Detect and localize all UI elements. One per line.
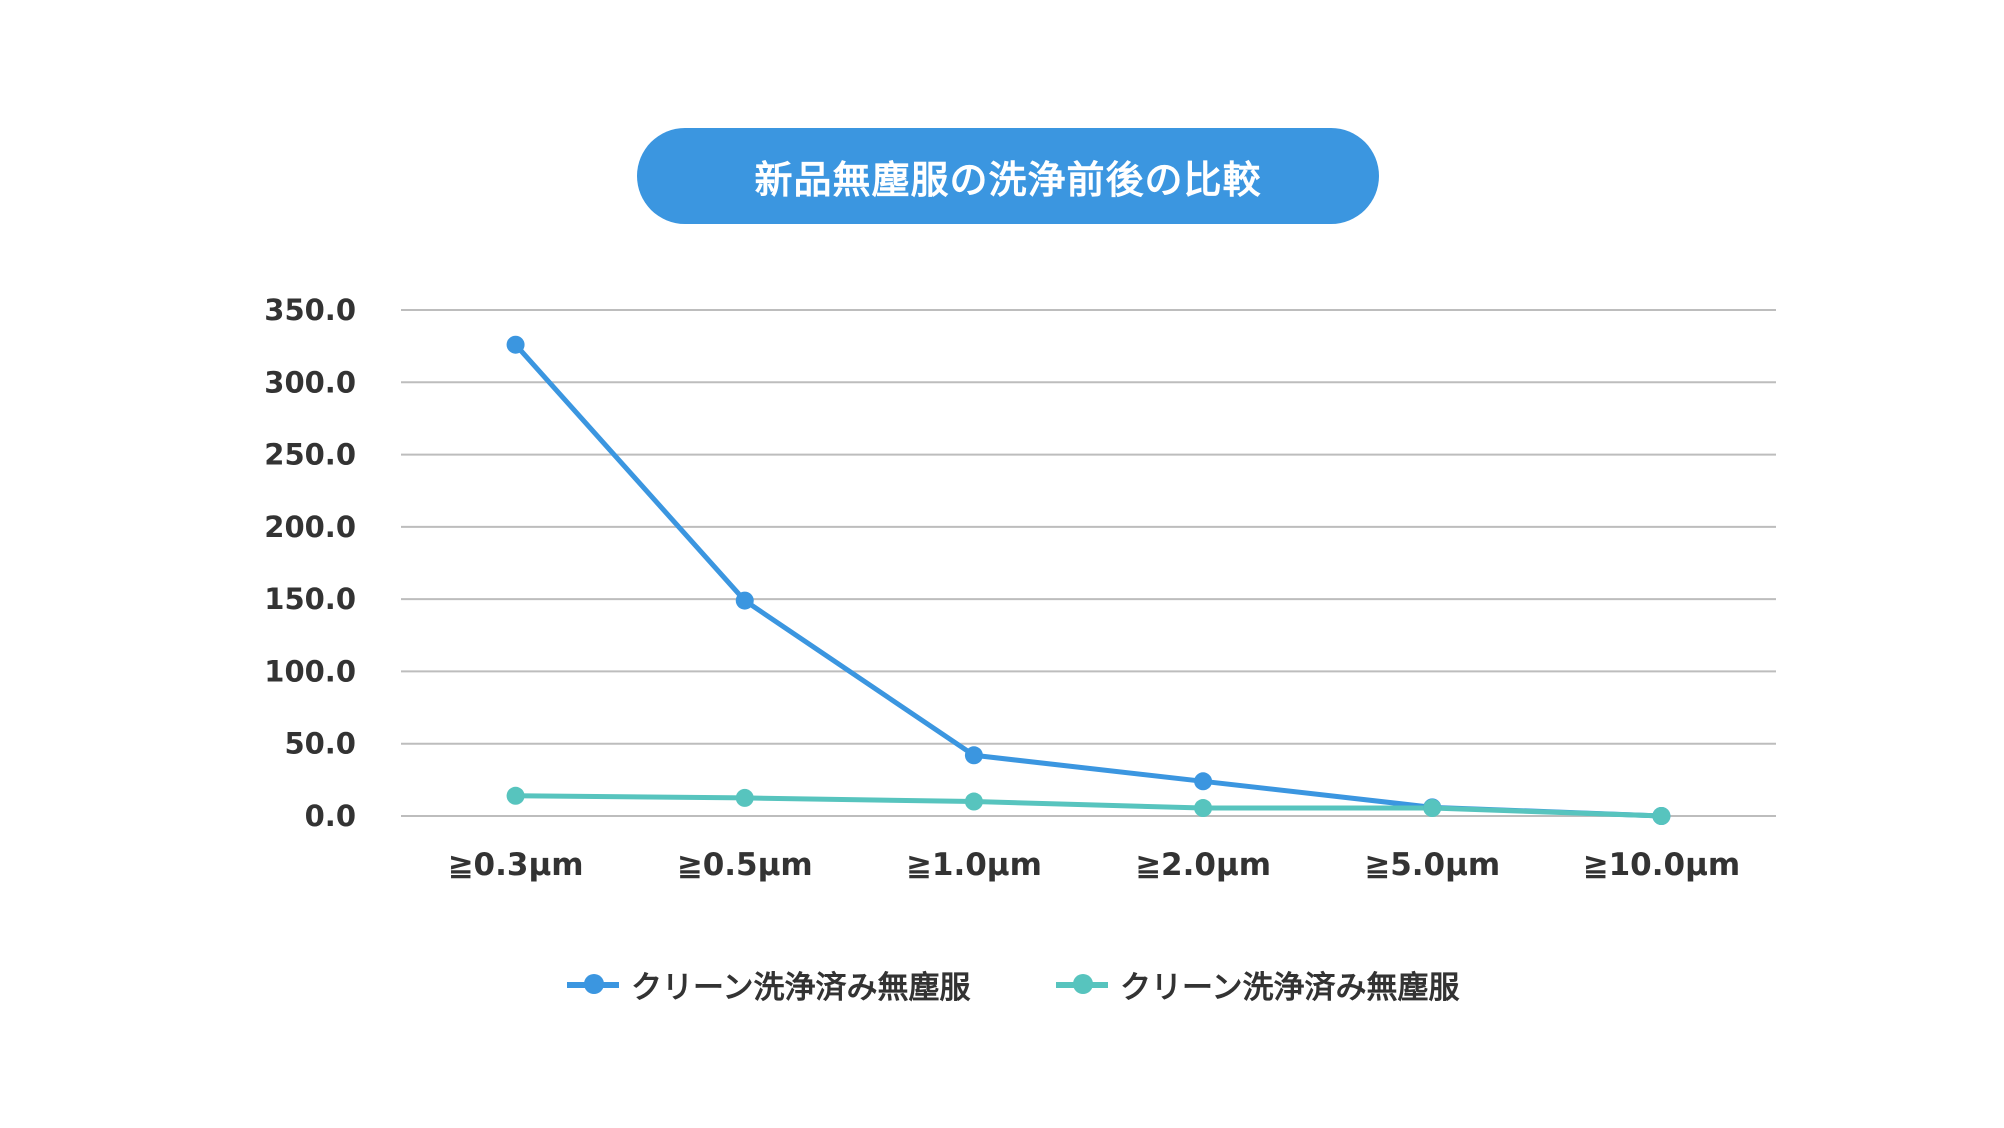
chart-title: 新品無塵服の洗浄前後の比較 xyxy=(637,128,1379,224)
data-point-series-2 xyxy=(964,792,983,811)
data-point-series-2 xyxy=(735,788,754,807)
y-tick-label: 300.0 xyxy=(264,365,356,399)
legend-item-series-2: クリーン洗浄済み無塵服 xyxy=(1056,962,1459,1007)
legend-label: クリーン洗浄済み無塵服 xyxy=(631,970,971,1006)
legend-marker-icon xyxy=(1056,973,1108,994)
x-tick-label: ≧0.5µm xyxy=(677,847,813,883)
y-tick-label: 0.0 xyxy=(305,799,356,833)
data-point-series-1 xyxy=(735,591,754,610)
data-point-series-2 xyxy=(1423,799,1442,818)
data-point-series-2 xyxy=(1194,799,1213,818)
y-tick-label: 250.0 xyxy=(264,438,356,472)
series-line-2 xyxy=(515,793,1662,819)
y-tick-label: 200.0 xyxy=(264,510,356,544)
data-point-series-1 xyxy=(506,335,525,354)
data-point-series-1 xyxy=(964,746,983,765)
x-tick-label: ≧2.0µm xyxy=(1135,847,1271,883)
x-tick-label: ≧1.0µm xyxy=(906,847,1042,883)
x-tick-label: ≧5.0µm xyxy=(1364,847,1500,883)
y-tick-label: 50.0 xyxy=(284,727,356,761)
data-point-series-2 xyxy=(506,786,525,805)
x-tick-label: ≧0.3µm xyxy=(448,847,584,883)
data-point-series-1 xyxy=(1194,772,1213,791)
legend-label: クリーン洗浄済み無塵服 xyxy=(1120,970,1460,1006)
y-tick-label: 100.0 xyxy=(264,654,356,688)
series-line-1 xyxy=(513,343,1662,819)
x-tick-label: ≧10.0µm xyxy=(1583,847,1741,883)
y-tick-label: 150.0 xyxy=(264,582,356,616)
legend-marker-icon xyxy=(567,973,619,994)
data-point-series-2 xyxy=(1652,807,1671,825)
legend-item-series-1: クリーン洗浄済み無塵服 xyxy=(567,962,970,1007)
y-tick-label: 350.0 xyxy=(264,293,356,327)
